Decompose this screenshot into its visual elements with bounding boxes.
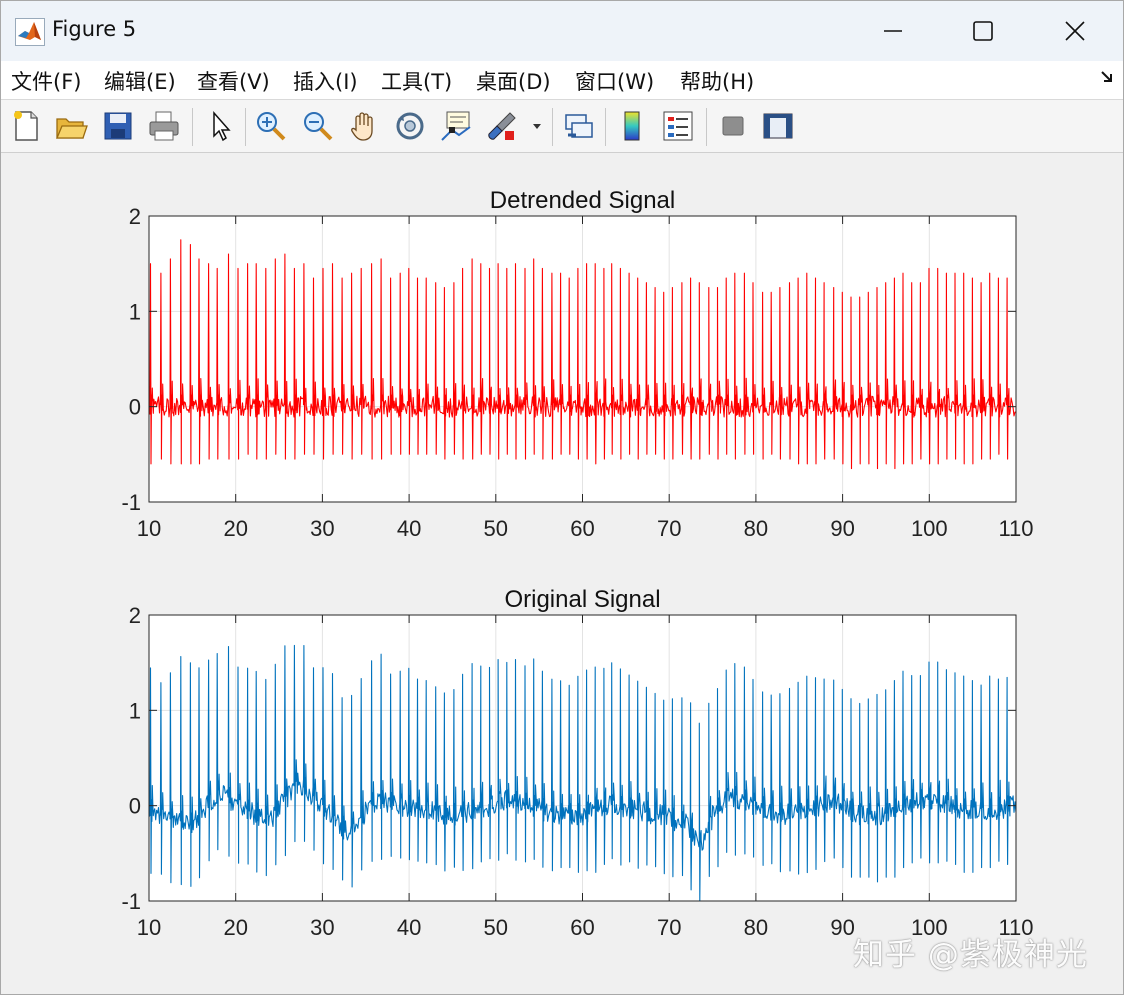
signal-line	[148, 239, 1016, 470]
menu-file[interactable]: 文件(F)	[11, 70, 82, 94]
y-tick-label: 1	[129, 698, 141, 723]
x-tick-label: 40	[397, 516, 421, 541]
x-tick-label: 90	[830, 915, 854, 940]
minimize-button[interactable]	[847, 1, 939, 61]
hide-plot-tools-icon[interactable]	[716, 109, 750, 143]
axes-title: Detrended Signal	[490, 187, 675, 214]
y-tick-label: -1	[121, 889, 141, 914]
y-tick-label: 0	[129, 395, 141, 420]
y-tick-label: 2	[129, 204, 141, 229]
x-tick-label: 100	[911, 516, 948, 541]
legend-icon[interactable]	[661, 109, 695, 143]
colorbar-icon[interactable]	[616, 109, 650, 143]
menu-desktop[interactable]: 桌面(D)	[476, 70, 551, 94]
matlab-logo-icon	[15, 18, 45, 46]
y-tick-labels: -1 0 1 2	[121, 603, 141, 914]
menu-bar: 文件(F) 编辑(E) 查看(V) 插入(I) 工具(T) 桌面(D) 窗口(W…	[1, 61, 1123, 100]
toolbar-separator	[245, 108, 246, 146]
x-tick-label: 40	[397, 915, 421, 940]
dock-arrow-icon[interactable]	[1099, 69, 1115, 85]
x-tick-label: 70	[657, 516, 681, 541]
window-title: Figure 5	[52, 17, 137, 41]
menu-window[interactable]: 窗口(W)	[575, 70, 655, 94]
show-plot-tools-icon[interactable]	[761, 109, 795, 143]
x-tick-labels: 10 20 30 40 50 60 70 80 90 100 110	[137, 516, 1034, 541]
minimize-icon	[884, 30, 902, 32]
x-tick-label: 50	[484, 516, 508, 541]
close-icon	[1065, 21, 1085, 41]
toolbar-separator	[192, 108, 193, 146]
x-tick-label: 110	[998, 516, 1033, 541]
y-tick-labels: -1 0 1 2	[121, 204, 141, 515]
brush-icon[interactable]	[485, 109, 519, 143]
x-tick-label: 30	[310, 516, 334, 541]
menu-insert[interactable]: 插入(I)	[293, 70, 358, 94]
new-figure-icon[interactable]	[9, 109, 43, 143]
tick-marks	[148, 215, 1017, 503]
menu-view[interactable]: 查看(V)	[197, 70, 270, 94]
axes-original[interactable]: Original Signal -1 0 1 2 10 20 30 40 50 60 70 80 90…	[121, 586, 1033, 940]
x-tick-labels: 10 20 30 40 50 60 70 80 90 100 110	[137, 915, 1034, 940]
menu-tools[interactable]: 工具(T)	[381, 70, 453, 94]
open-file-icon[interactable]	[54, 109, 88, 143]
x-tick-label: 70	[657, 915, 681, 940]
x-tick-label: 80	[744, 915, 768, 940]
zoom-out-icon[interactable]	[301, 109, 335, 143]
toolbar	[1, 100, 1123, 153]
data-cursor-icon[interactable]	[439, 109, 473, 143]
toolbar-separator	[552, 108, 553, 146]
close-button[interactable]	[1029, 1, 1121, 61]
edit-plot-arrow-icon[interactable]	[204, 109, 238, 143]
menu-help[interactable]: 帮助(H)	[680, 70, 755, 94]
x-tick-label: 60	[570, 915, 594, 940]
title-bar: Figure 5	[1, 1, 1123, 61]
x-tick-label: 90	[830, 516, 854, 541]
x-tick-label: 30	[310, 915, 334, 940]
maximize-button[interactable]	[937, 1, 1029, 61]
x-tick-label: 80	[744, 516, 768, 541]
tick-marks	[148, 614, 1017, 902]
y-tick-label: 1	[129, 299, 141, 324]
y-tick-label: 2	[129, 603, 141, 628]
x-tick-label: 10	[137, 915, 161, 940]
save-icon[interactable]	[101, 109, 135, 143]
figure-canvas: Detrended Signal -1 0 1 2 10 20 30 40 50 60 70 80 9…	[1, 153, 1123, 994]
x-tick-label: 20	[223, 516, 247, 541]
print-icon[interactable]	[147, 109, 181, 143]
signal-line	[148, 644, 1017, 902]
axes-detrended[interactable]: Detrended Signal -1 0 1 2 10 20 30 40 50 60 70 80 9…	[121, 187, 1033, 541]
signal-trace	[148, 239, 1016, 470]
pan-hand-icon[interactable]	[347, 109, 381, 143]
maximize-icon	[973, 21, 993, 41]
watermark-text: 知乎 @紫极神光	[853, 937, 1088, 973]
zoom-in-icon[interactable]	[254, 109, 288, 143]
axes-title: Original Signal	[504, 586, 660, 613]
rotate-3d-icon[interactable]	[393, 109, 427, 143]
x-tick-label: 100	[911, 915, 948, 940]
link-plot-icon[interactable]	[562, 109, 596, 143]
x-tick-label: 10	[137, 516, 161, 541]
chevron-down-icon[interactable]	[529, 109, 545, 143]
x-tick-label: 60	[570, 516, 594, 541]
toolbar-separator	[605, 108, 606, 146]
x-tick-label: 20	[223, 915, 247, 940]
y-tick-label: 0	[129, 794, 141, 819]
x-tick-label: 110	[998, 915, 1033, 940]
signal-trace	[148, 644, 1017, 902]
toolbar-separator	[706, 108, 707, 146]
menu-edit[interactable]: 编辑(E)	[104, 70, 176, 94]
x-tick-label: 50	[484, 915, 508, 940]
y-tick-label: -1	[121, 490, 141, 515]
